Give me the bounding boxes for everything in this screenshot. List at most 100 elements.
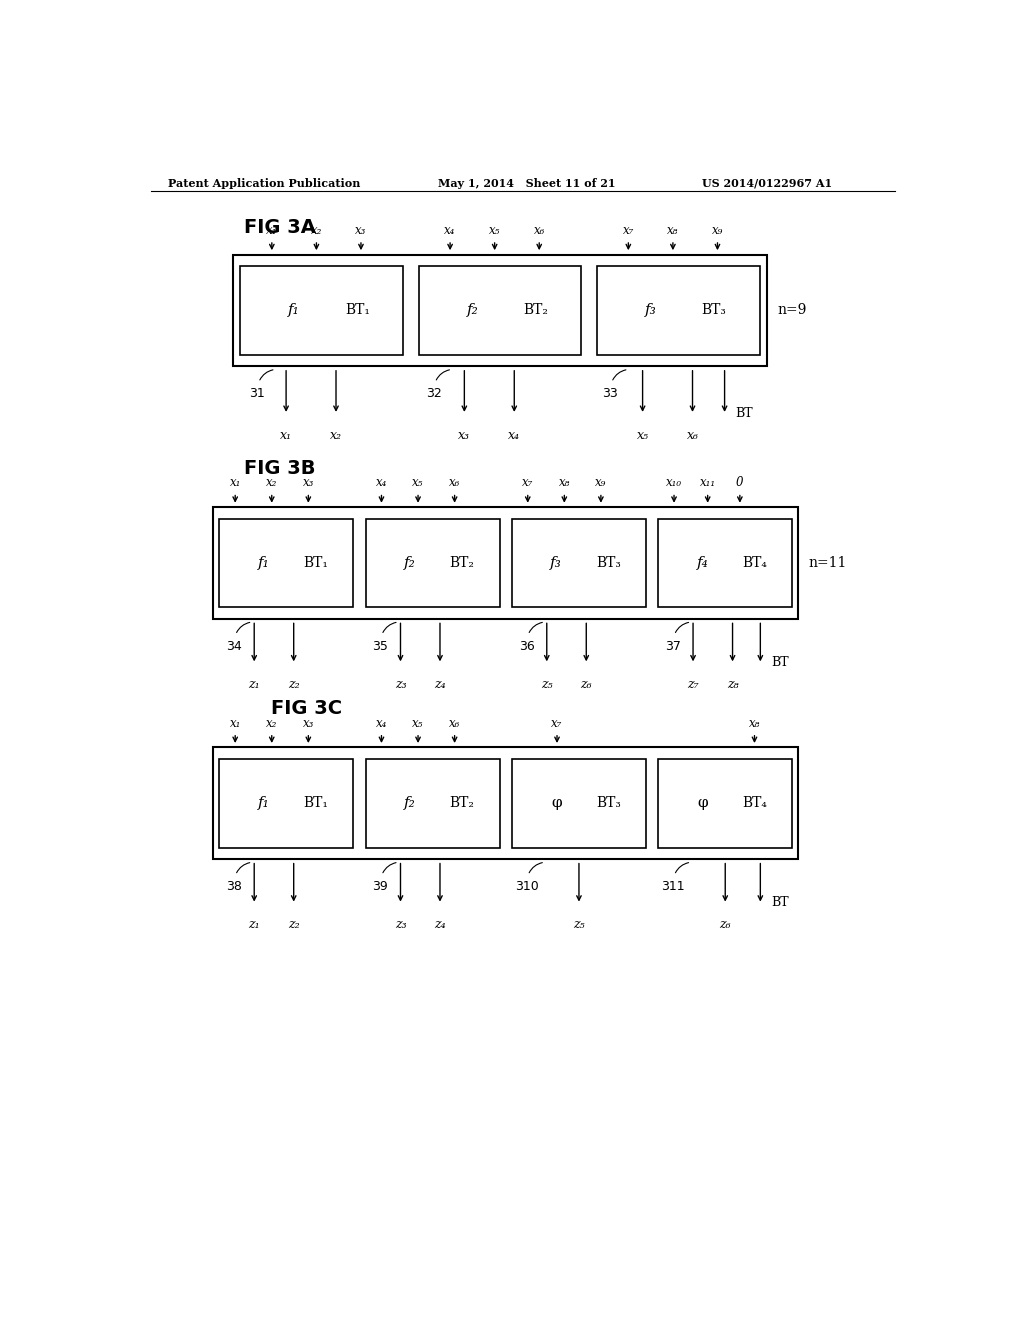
FancyBboxPatch shape (213, 507, 799, 619)
Text: 311: 311 (660, 880, 685, 892)
Text: f₃: f₃ (550, 556, 562, 570)
FancyBboxPatch shape (512, 759, 646, 847)
Text: BT₂: BT₂ (450, 796, 475, 810)
FancyBboxPatch shape (219, 759, 353, 847)
Text: 37: 37 (665, 640, 681, 652)
Text: BT₄: BT₄ (742, 796, 767, 810)
Text: x₇: x₇ (522, 477, 534, 490)
Text: x₉: x₉ (595, 477, 606, 490)
Text: x₁: x₁ (281, 429, 292, 442)
Text: x₈: x₈ (668, 224, 679, 238)
Text: BT₃: BT₃ (701, 304, 726, 318)
Text: x₆: x₆ (449, 717, 461, 730)
Text: x₇: x₇ (623, 224, 634, 238)
Text: 35: 35 (373, 640, 388, 652)
Text: 31: 31 (249, 387, 265, 400)
Text: x₂: x₂ (330, 429, 342, 442)
Text: 38: 38 (226, 880, 242, 892)
Text: f₂: f₂ (404, 556, 416, 570)
Text: 310: 310 (515, 880, 539, 892)
FancyBboxPatch shape (232, 255, 767, 367)
Text: x₅: x₅ (413, 477, 424, 490)
Text: x₄: x₄ (444, 224, 456, 238)
Text: x₅: x₅ (489, 224, 501, 238)
Text: 0: 0 (736, 477, 743, 490)
Text: x₄: x₄ (376, 717, 387, 730)
FancyBboxPatch shape (213, 747, 799, 859)
Text: x₇: x₇ (551, 717, 563, 730)
Text: z₁: z₁ (249, 678, 260, 692)
Text: BT₄: BT₄ (742, 556, 767, 570)
Text: x₃: x₃ (303, 717, 314, 730)
FancyBboxPatch shape (419, 267, 582, 355)
Text: x₃: x₃ (459, 429, 470, 442)
Text: BT: BT (735, 407, 753, 420)
Text: 34: 34 (226, 640, 242, 652)
Text: z₄: z₄ (434, 919, 445, 932)
Text: x₈: x₈ (559, 477, 570, 490)
Text: z₅: z₅ (541, 678, 553, 692)
FancyBboxPatch shape (241, 267, 403, 355)
Text: f₂: f₂ (404, 796, 416, 810)
Text: x₄: x₄ (376, 477, 387, 490)
Text: BT₃: BT₃ (596, 796, 621, 810)
Text: n=11: n=11 (809, 556, 847, 570)
Text: z₅: z₅ (573, 919, 585, 932)
Text: f₃: f₃ (645, 304, 656, 318)
Text: FIG 3B: FIG 3B (245, 459, 315, 478)
Text: x₈: x₈ (749, 717, 760, 730)
Text: x₆: x₆ (534, 224, 545, 238)
FancyBboxPatch shape (366, 519, 500, 607)
Text: x₂: x₂ (310, 224, 323, 238)
Text: x₃: x₃ (303, 477, 314, 490)
Text: x₂: x₂ (266, 717, 278, 730)
Text: z₄: z₄ (434, 678, 445, 692)
FancyBboxPatch shape (658, 759, 793, 847)
Text: BT₁: BT₁ (345, 304, 370, 318)
Text: BT₂: BT₂ (450, 556, 475, 570)
Text: x₁₀: x₁₀ (666, 477, 682, 490)
Text: FIG 3C: FIG 3C (271, 700, 342, 718)
Text: x₉: x₉ (712, 224, 723, 238)
Text: BT₁: BT₁ (303, 556, 329, 570)
Text: 36: 36 (518, 640, 535, 652)
Text: z₃: z₃ (394, 919, 407, 932)
Text: z₁: z₁ (249, 919, 260, 932)
FancyBboxPatch shape (366, 759, 500, 847)
Text: 32: 32 (426, 387, 441, 400)
Text: n=9: n=9 (777, 304, 807, 318)
Text: z₂: z₂ (288, 919, 299, 932)
Text: 39: 39 (373, 880, 388, 892)
Text: BT₃: BT₃ (596, 556, 621, 570)
Text: x₁: x₁ (229, 477, 241, 490)
Text: x₅: x₅ (637, 429, 648, 442)
Text: f₁: f₁ (258, 556, 269, 570)
Text: f₁: f₁ (258, 796, 269, 810)
Text: z₇: z₇ (687, 678, 698, 692)
Text: x₆: x₆ (686, 429, 698, 442)
Text: z₂: z₂ (288, 678, 299, 692)
Text: x₁: x₁ (229, 717, 241, 730)
Text: 33: 33 (602, 387, 617, 400)
Text: US 2014/0122967 A1: US 2014/0122967 A1 (701, 178, 831, 189)
FancyBboxPatch shape (219, 519, 353, 607)
Text: x₃: x₃ (355, 224, 367, 238)
FancyBboxPatch shape (512, 519, 646, 607)
Text: f₂: f₂ (467, 304, 478, 318)
Text: Patent Application Publication: Patent Application Publication (168, 178, 360, 189)
Text: φ: φ (697, 796, 708, 810)
Text: BT: BT (771, 656, 788, 669)
FancyBboxPatch shape (597, 267, 760, 355)
Text: BT: BT (771, 896, 788, 909)
Text: z₃: z₃ (394, 678, 407, 692)
Text: BT₂: BT₂ (523, 304, 548, 318)
Text: x₅: x₅ (413, 717, 424, 730)
Text: f₄: f₄ (696, 556, 709, 570)
Text: x₄: x₄ (508, 429, 520, 442)
Text: x₁₁: x₁₁ (699, 477, 716, 490)
Text: φ: φ (551, 796, 561, 810)
Text: z₆: z₆ (581, 678, 592, 692)
Text: May 1, 2014   Sheet 11 of 21: May 1, 2014 Sheet 11 of 21 (438, 178, 615, 189)
Text: FIG 3A: FIG 3A (245, 219, 316, 238)
Text: z₈: z₈ (727, 678, 738, 692)
